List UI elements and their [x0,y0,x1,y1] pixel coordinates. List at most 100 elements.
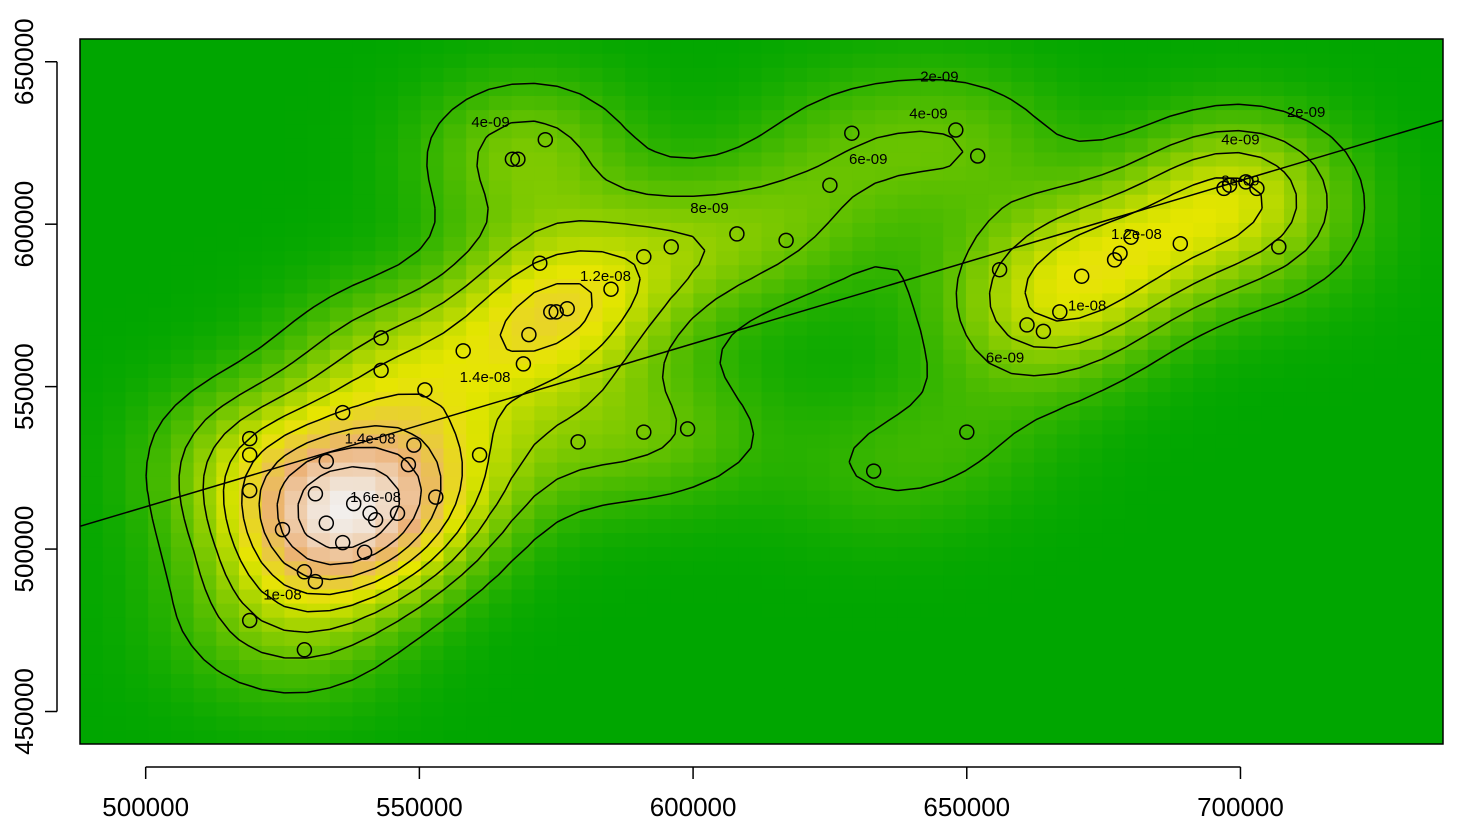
heat-cell [1079,349,1103,364]
heat-cell [1193,701,1217,717]
heat-cell [1170,645,1194,660]
contour-label: 4e-09 [909,106,947,123]
heat-cell [80,391,104,407]
heat-cell [216,95,240,111]
heat-cell [352,194,376,209]
heat-cell [466,377,490,393]
heat-cell [511,405,535,421]
heat-cell [1374,109,1399,125]
heat-cell [216,532,240,548]
heat-cell [738,518,763,534]
heat-cell [1306,715,1331,731]
heat-cell [488,321,513,336]
heat-cell [1102,447,1126,463]
heat-cell [693,560,717,576]
heat-cell [307,123,331,139]
heat-cell [1079,292,1103,308]
heat-cell [420,631,445,646]
heat-cell [1079,518,1103,534]
heat-cell [534,447,558,463]
heat-cell [534,95,558,111]
heat-cell [102,617,127,632]
heat-cell [875,250,899,266]
heat-cell [1079,81,1103,96]
heat-cell [102,292,127,308]
heat-cell [1397,349,1421,364]
heat-cell [1352,673,1376,689]
heat-cell [625,194,649,209]
heat-cell [1374,349,1399,364]
heat-cell [625,560,649,576]
heat-cell [284,476,308,491]
heat-cell [1079,363,1103,378]
heat-cell [80,560,104,576]
heat-cell [852,222,876,237]
heat-cell [965,631,990,646]
heat-cell [625,39,649,54]
heat-cell [239,560,263,576]
heat-cell [216,349,240,364]
heat-cell [1079,504,1103,519]
heat-cell [488,208,513,223]
heat-cell [852,405,876,421]
heat-cell [1261,560,1285,576]
heat-cell [897,715,922,731]
heat-cell [965,588,990,604]
heat-cell [125,659,149,675]
heat-cell [602,419,626,435]
heat-cell [193,687,217,703]
heat-cell [784,673,808,689]
heat-cell [716,631,740,646]
heat-cell [1034,53,1058,68]
heat-cell [1397,109,1421,125]
heat-cell [784,617,808,632]
heat-cell [693,588,717,604]
heat-cell [1147,278,1171,294]
heat-cell [420,405,445,421]
heat-cell [1352,462,1376,477]
heat-cell [602,574,626,590]
heat-cell [943,137,967,153]
data-point [417,382,433,398]
heat-cell [738,574,763,590]
heat-cell [1079,433,1103,449]
heat-cell [1238,673,1262,689]
heat-cell [716,673,740,689]
heat-cell [1352,560,1376,576]
heat-cell [466,603,490,618]
heat-cell [307,659,331,675]
heat-cell [1306,405,1331,421]
heat-cell [466,433,490,449]
heat-cell [1261,81,1285,96]
heat-cell [1034,278,1058,294]
heat-cell [80,518,104,534]
heat-cell [329,151,354,167]
heat-cell [534,151,558,167]
heat-cell [579,673,604,689]
heat-cell [1102,165,1126,181]
heat-cell [1215,292,1240,308]
heat-cell [398,729,422,744]
heat-cell [1283,363,1308,378]
heat-cell [1306,109,1331,125]
heat-cell [693,81,717,96]
heat-cell [806,264,831,280]
heat-cell [1420,39,1443,54]
heat-cell [534,109,558,125]
heat-cell [1329,391,1353,407]
heat-cell [738,715,763,731]
heat-cell [1079,95,1103,111]
heat-cell [307,490,331,505]
heat-cell [647,701,672,717]
heat-cell [1034,504,1058,519]
heat-cell [1352,391,1376,407]
heat-cell [511,222,535,237]
heat-cell [261,701,286,717]
heat-cell [375,180,399,195]
heat-cell [1238,137,1262,153]
heat-cell [1238,645,1262,660]
heat-cell [443,363,467,378]
heat-cell [988,165,1012,181]
heat-cell [920,67,944,82]
heat-cell [125,391,149,407]
